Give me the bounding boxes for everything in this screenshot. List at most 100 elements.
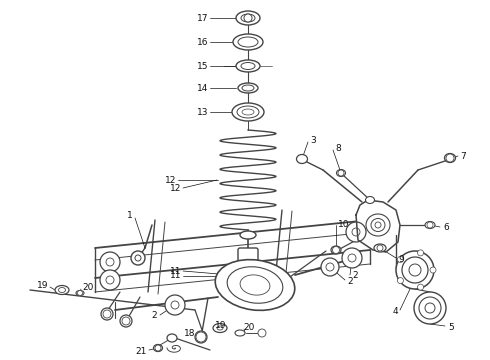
Ellipse shape [120,315,132,327]
Ellipse shape [419,297,441,319]
Ellipse shape [425,303,435,313]
Ellipse shape [153,345,163,351]
Text: 13: 13 [196,108,208,117]
Circle shape [258,329,266,337]
Ellipse shape [213,324,227,333]
Circle shape [417,250,423,256]
Circle shape [165,295,185,315]
Ellipse shape [242,85,254,91]
Circle shape [338,170,344,176]
Ellipse shape [241,14,255,22]
Circle shape [446,154,454,162]
Circle shape [100,252,120,272]
Ellipse shape [238,83,258,93]
Circle shape [196,332,206,342]
Ellipse shape [242,109,254,115]
Text: 20: 20 [243,323,254,332]
Ellipse shape [396,251,434,289]
Ellipse shape [195,331,207,343]
Text: 19: 19 [36,282,48,291]
Text: 21: 21 [136,346,147,356]
Text: 11: 11 [170,271,181,280]
Ellipse shape [240,231,256,239]
Text: 2: 2 [352,271,358,280]
Text: 5: 5 [448,324,454,333]
Circle shape [348,254,356,262]
Text: 11: 11 [170,266,181,275]
Ellipse shape [232,103,264,121]
Ellipse shape [236,11,260,25]
Circle shape [397,278,403,284]
Circle shape [342,248,362,268]
Ellipse shape [167,334,177,342]
Ellipse shape [444,153,456,162]
Circle shape [103,310,111,318]
Text: 2: 2 [151,311,157,320]
Circle shape [155,345,161,351]
Text: 10: 10 [338,220,349,229]
Ellipse shape [374,244,386,252]
Text: 18: 18 [183,329,195,338]
Ellipse shape [101,308,113,320]
Text: 9: 9 [398,255,404,264]
Ellipse shape [236,60,260,72]
Circle shape [346,222,366,242]
Ellipse shape [233,34,263,50]
Text: 1: 1 [127,211,133,220]
Circle shape [100,270,120,290]
Ellipse shape [402,257,428,283]
Ellipse shape [238,37,258,47]
Circle shape [352,228,360,236]
Ellipse shape [241,63,255,69]
Text: 12: 12 [165,176,176,185]
Text: 7: 7 [460,152,466,161]
Circle shape [321,258,339,276]
Circle shape [427,222,433,228]
Ellipse shape [366,197,374,203]
Circle shape [333,247,340,253]
Circle shape [430,267,436,273]
Circle shape [106,258,114,266]
Ellipse shape [240,275,270,295]
Ellipse shape [371,219,385,231]
Text: 8: 8 [335,144,341,153]
Ellipse shape [425,221,435,229]
FancyBboxPatch shape [238,248,258,304]
Ellipse shape [215,260,295,310]
Text: 16: 16 [196,37,208,46]
Circle shape [106,276,114,284]
Ellipse shape [331,246,341,254]
Ellipse shape [414,292,446,324]
Circle shape [171,301,179,309]
Circle shape [244,283,252,291]
Text: 2: 2 [347,276,353,285]
Text: 17: 17 [196,14,208,23]
Ellipse shape [135,255,141,261]
Text: 4: 4 [392,307,398,316]
Ellipse shape [55,285,69,294]
Circle shape [244,14,252,22]
Ellipse shape [227,267,283,303]
Text: 12: 12 [170,184,181,193]
Ellipse shape [296,154,308,163]
Text: 19: 19 [215,320,226,329]
Polygon shape [356,200,400,252]
Ellipse shape [235,330,245,336]
Circle shape [77,291,82,296]
Ellipse shape [76,291,84,296]
Ellipse shape [217,326,223,330]
Text: 15: 15 [196,62,208,71]
Circle shape [377,245,383,251]
Ellipse shape [58,288,66,292]
Text: 3: 3 [310,135,316,144]
Circle shape [417,284,423,290]
Ellipse shape [337,170,345,176]
Ellipse shape [240,282,256,292]
Text: 20: 20 [82,283,94,292]
Circle shape [397,256,403,262]
Ellipse shape [409,264,421,276]
Ellipse shape [237,106,259,118]
Ellipse shape [131,251,145,265]
Text: 14: 14 [196,84,208,93]
Ellipse shape [375,222,381,228]
